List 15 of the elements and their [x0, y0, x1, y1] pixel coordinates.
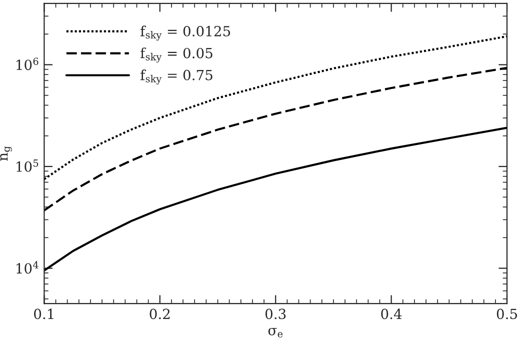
legend-label: f$_{sky}$ = 0.05: [140, 48, 212, 62]
x-tick-label: 0.3: [265, 308, 286, 320]
y-tick-label: 10$^{4}$: [16, 261, 38, 274]
y-tick-label: 10$^{6}$: [16, 58, 38, 70]
x-axis-title: σ$_{e}$: [268, 328, 283, 338]
x-tick-label: 0.1: [34, 308, 54, 320]
legend-label: f$_{sky}$ = 0.0125: [140, 26, 230, 41]
x-tick-label: 0.2: [150, 308, 170, 320]
line-series: [44, 126, 507, 272]
legend-label: f$_{sky}$ = 0.75: [140, 70, 212, 84]
y-tick-label: 10$^{5}$: [16, 160, 38, 172]
x-tick-label: 0.5: [496, 308, 517, 320]
line-series: [44, 66, 507, 212]
y-axis-title: n$_{g}$: [0, 146, 12, 161]
x-tick-label: 0.4: [381, 308, 402, 320]
